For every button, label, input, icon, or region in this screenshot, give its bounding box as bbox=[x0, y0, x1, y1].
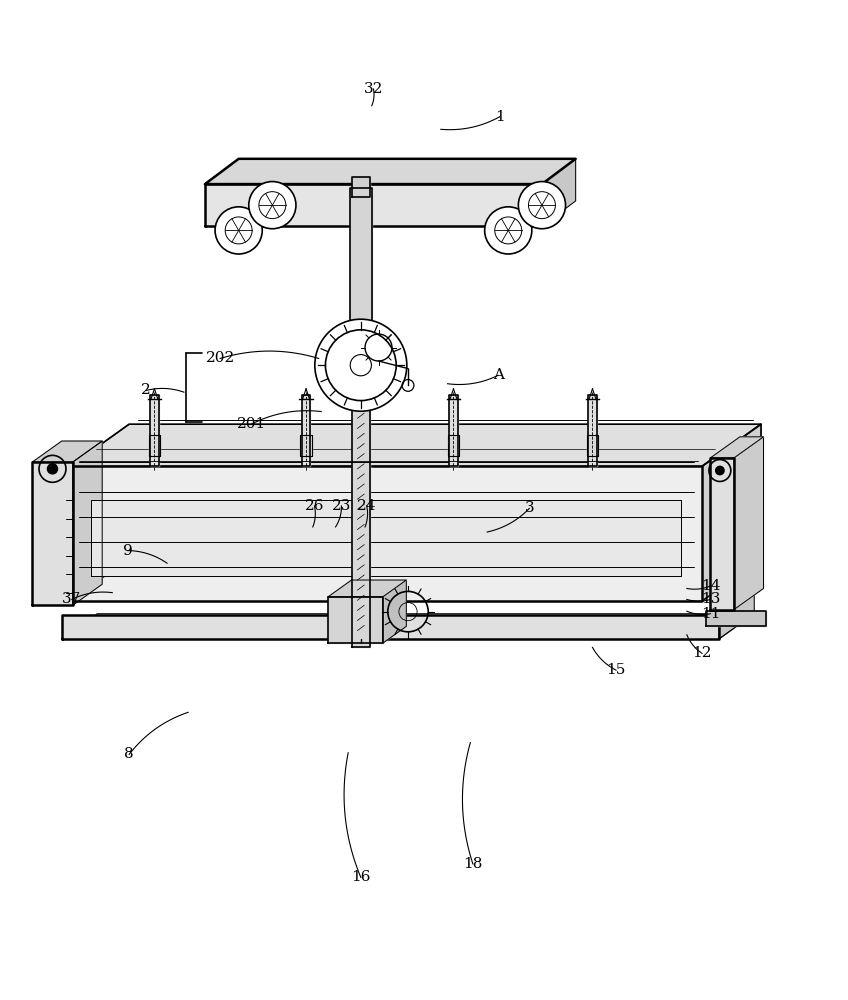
Polygon shape bbox=[302, 395, 310, 466]
Text: 8: 8 bbox=[125, 747, 134, 761]
Text: 13: 13 bbox=[700, 592, 720, 606]
Polygon shape bbox=[32, 441, 103, 462]
Polygon shape bbox=[328, 597, 382, 643]
Polygon shape bbox=[32, 462, 73, 605]
Polygon shape bbox=[205, 159, 576, 184]
Text: 23: 23 bbox=[332, 499, 351, 513]
Polygon shape bbox=[150, 395, 159, 466]
Text: 11: 11 bbox=[700, 607, 720, 621]
Text: 9: 9 bbox=[123, 544, 132, 558]
Polygon shape bbox=[129, 424, 761, 559]
Text: 14: 14 bbox=[700, 579, 720, 593]
Polygon shape bbox=[589, 395, 597, 466]
Polygon shape bbox=[148, 435, 160, 456]
Polygon shape bbox=[70, 559, 761, 601]
Circle shape bbox=[485, 207, 532, 254]
Polygon shape bbox=[205, 159, 576, 184]
Text: A: A bbox=[493, 368, 504, 382]
Polygon shape bbox=[73, 441, 103, 605]
Polygon shape bbox=[449, 395, 458, 466]
Circle shape bbox=[47, 464, 58, 474]
Text: 15: 15 bbox=[606, 663, 626, 677]
Text: 12: 12 bbox=[692, 646, 711, 660]
Circle shape bbox=[518, 182, 566, 229]
Text: 16: 16 bbox=[351, 870, 371, 884]
Polygon shape bbox=[352, 396, 370, 647]
Polygon shape bbox=[92, 500, 681, 576]
Polygon shape bbox=[352, 177, 370, 197]
Polygon shape bbox=[62, 614, 754, 639]
Polygon shape bbox=[382, 580, 406, 643]
Text: 1: 1 bbox=[495, 110, 505, 124]
Polygon shape bbox=[350, 188, 371, 326]
Text: 24: 24 bbox=[357, 499, 377, 513]
Polygon shape bbox=[711, 458, 734, 610]
Polygon shape bbox=[542, 159, 576, 226]
Text: 37: 37 bbox=[62, 592, 81, 606]
Polygon shape bbox=[711, 437, 763, 458]
Circle shape bbox=[315, 319, 407, 411]
Polygon shape bbox=[702, 424, 761, 601]
Polygon shape bbox=[70, 424, 761, 466]
Polygon shape bbox=[205, 184, 542, 226]
Polygon shape bbox=[62, 615, 719, 639]
Text: 26: 26 bbox=[304, 499, 324, 513]
Circle shape bbox=[215, 207, 262, 254]
Text: 32: 32 bbox=[364, 82, 383, 96]
Polygon shape bbox=[300, 435, 312, 456]
Polygon shape bbox=[70, 466, 702, 601]
Circle shape bbox=[716, 466, 724, 475]
Text: 3: 3 bbox=[525, 501, 534, 515]
Polygon shape bbox=[719, 590, 754, 639]
Polygon shape bbox=[328, 580, 406, 597]
Text: 18: 18 bbox=[463, 857, 483, 871]
Polygon shape bbox=[734, 437, 763, 610]
Circle shape bbox=[248, 182, 296, 229]
Polygon shape bbox=[587, 435, 599, 456]
Polygon shape bbox=[448, 435, 460, 456]
Text: 2: 2 bbox=[141, 383, 151, 397]
Polygon shape bbox=[706, 611, 766, 626]
Text: 202: 202 bbox=[205, 351, 235, 365]
Text: 201: 201 bbox=[237, 417, 266, 431]
